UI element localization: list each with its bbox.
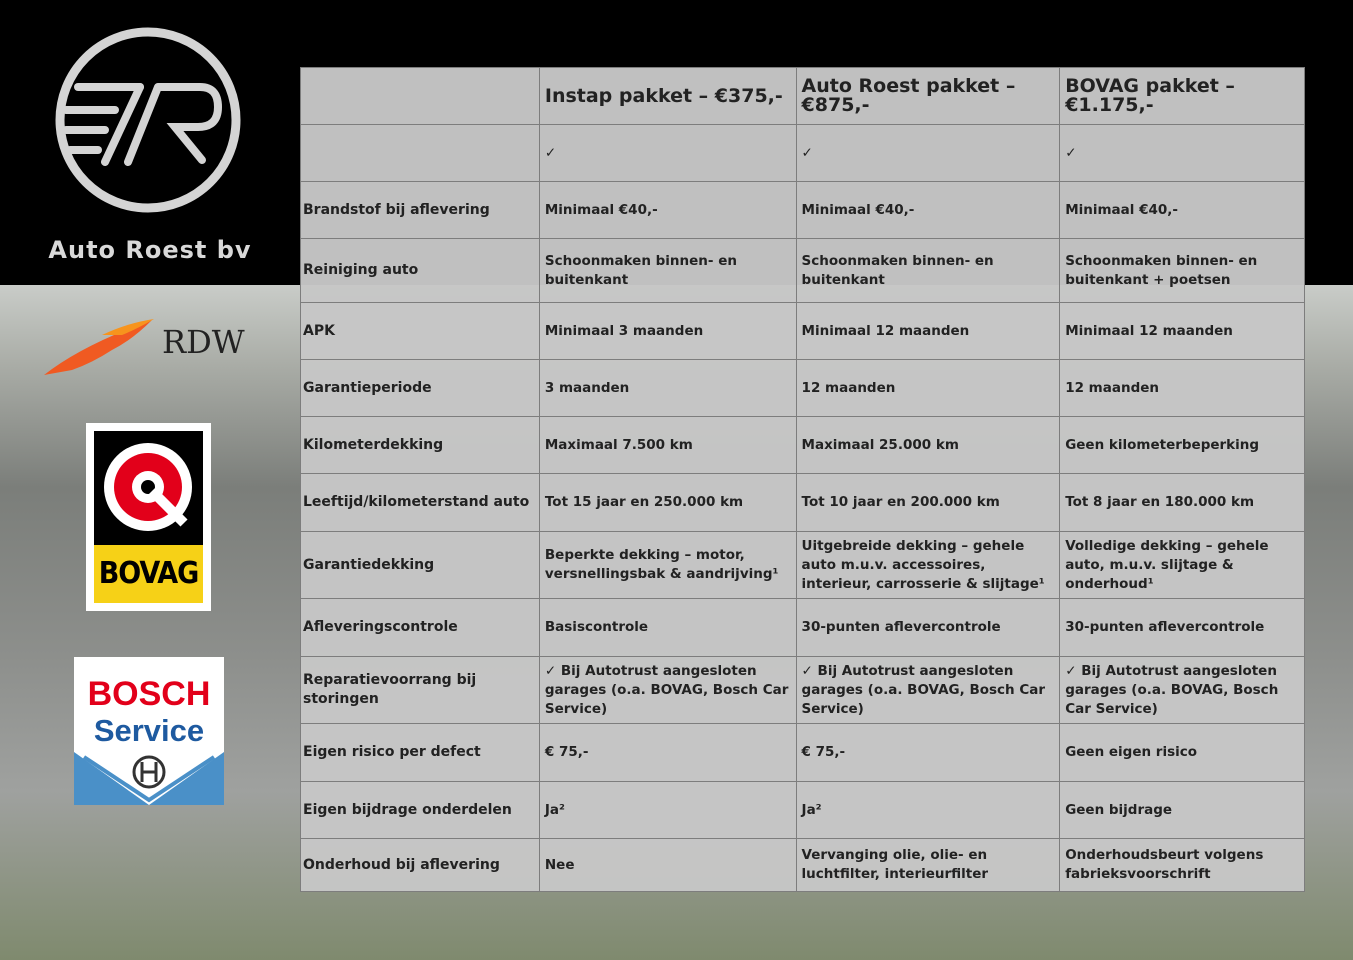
cell-value: Nee [538, 838, 797, 892]
cell-value: Basiscontrole [538, 598, 797, 657]
table-row: Onderhoud bij aflevering Nee Vervanging ol… [300, 838, 1305, 892]
cell-value: ✓ [795, 124, 1061, 182]
table-row: Reparatievoorrang bij storingen ✓ Bij Aut… [300, 656, 1305, 724]
bosch-text: BOSCH [87, 675, 211, 713]
row-label: Reparatievoorrang bij storingen [300, 656, 540, 724]
row-label: APK [300, 302, 540, 360]
package-comparison-table: Instap pakket – €375,- Auto Roest pakket… [300, 67, 1305, 892]
bosch-shield-icon [74, 752, 224, 805]
table-row: Brandstof bij aflevering Minimaal €40,- Mi… [300, 181, 1305, 239]
cell-value: Tot 15 jaar en 250.000 km [538, 473, 797, 532]
row-label: Kilometerdekking [300, 416, 540, 474]
auto-roest-logo: Auto Roest bv [40, 22, 260, 272]
row-label: Afleveringscontrole [300, 598, 540, 657]
rdw-logo: RDW [42, 315, 257, 380]
cell-value: Minimaal 12 maanden [795, 302, 1061, 360]
table-row: Eigen bijdrage onderdelen Ja² Ja² Geen bijd… [300, 781, 1305, 839]
table-row: APK Minimaal 3 maanden Minimaal 12 maanden… [300, 302, 1305, 360]
ar-circle-logo-icon [55, 27, 241, 213]
table-row: ✓ ✓ ✓ [300, 124, 1305, 182]
cell-value: Maximaal 7.500 km [538, 416, 797, 474]
row-label: Eigen risico per defect [300, 723, 540, 782]
cell-value: ✓ Bij Autotrust aangesloten garages (o.a… [795, 656, 1061, 724]
rdw-text: RDW [162, 323, 245, 361]
cell-value: Ja² [795, 781, 1061, 839]
cell-value: Uitgebreide dekking – gehele auto m.u.v.… [795, 531, 1061, 599]
cell-value: 30-punten aflevercontrole [795, 598, 1061, 657]
header-bovag: BOVAG pakket – €1.175,- [1059, 67, 1305, 125]
cell-value: Schoonmaken binnen- en buitenkant [538, 238, 797, 303]
cell-value: Minimaal €40,- [1059, 181, 1305, 239]
cell-value: € 75,- [538, 723, 797, 782]
rdw-wing-icon [44, 319, 154, 375]
cell-value: Minimaal €40,- [538, 181, 797, 239]
bovag-text: BOVAG [94, 545, 203, 603]
cell-value: Volledige dekking – gehele auto, m.u.v. … [1059, 531, 1305, 599]
cell-value: ✓ Bij Autotrust aangesloten garages (o.a… [1059, 656, 1305, 724]
service-text: Service [93, 713, 205, 748]
bovag-logo: BOVAG [86, 423, 211, 611]
bovag-emblem-icon [104, 443, 192, 531]
cell-value: Schoonmaken binnen- en buitenkant [795, 238, 1061, 303]
table-row: Kilometerdekking Maximaal 7.500 km Maximaa… [300, 416, 1305, 474]
cell-value: 3 maanden [538, 359, 797, 417]
row-label: Onderhoud bij aflevering [300, 838, 540, 892]
row-label: Garantiedekking [300, 531, 540, 599]
cell-value: Minimaal €40,- [795, 181, 1061, 239]
cell-value: Minimaal 12 maanden [1059, 302, 1305, 360]
cell-value: € 75,- [795, 723, 1061, 782]
table-row: Afleveringscontrole Basiscontrole 30-punte… [300, 598, 1305, 657]
cell-value: Geen kilometerbeperking [1059, 416, 1305, 474]
cell-value: Vervanging olie, olie- en luchtfilter, i… [795, 838, 1061, 892]
cell-value: 12 maanden [795, 359, 1061, 417]
cell-value: Geen bijdrage [1059, 781, 1305, 839]
brand-name: Auto Roest bv [48, 236, 252, 264]
cell-value: Tot 10 jaar en 200.000 km [795, 473, 1061, 532]
row-label: Garantieperiode [300, 359, 540, 417]
cell-value: Tot 8 jaar en 180.000 km [1059, 473, 1305, 532]
cell-value: Onderhoudsbeurt volgens fabrieksvoorschr… [1059, 838, 1305, 892]
cell-value: Geen eigen risico [1059, 723, 1305, 782]
table-row: Garantiedekking Beperkte dekking – motor,… [300, 531, 1305, 599]
cell-value: Schoonmaken binnen- en buitenkant + poet… [1059, 238, 1305, 303]
header-auto-roest: Auto Roest pakket – €875,- [795, 67, 1061, 125]
bosch-service-logo: BOSCH Service [74, 657, 224, 805]
cell-value: Maximaal 25.000 km [795, 416, 1061, 474]
table-row: Reiniging auto Schoonmaken binnen- en bui… [300, 238, 1305, 303]
table-header-row: Instap pakket – €375,- Auto Roest pakket… [300, 67, 1305, 125]
cell-value: ✓ [1059, 124, 1305, 182]
row-label: Reiniging auto [300, 238, 540, 303]
cell-value: Ja² [538, 781, 797, 839]
cell-value: Beperkte dekking – motor, versnellingsba… [538, 531, 797, 599]
row-label [300, 124, 540, 182]
cell-value: 12 maanden [1059, 359, 1305, 417]
row-label: Eigen bijdrage onderdelen [300, 781, 540, 839]
row-label: Leeftijd/kilometerstand auto [300, 473, 540, 532]
row-label: Brandstof bij aflevering [300, 181, 540, 239]
cell-value: 30-punten aflevercontrole [1059, 598, 1305, 657]
cell-value: Minimaal 3 maanden [538, 302, 797, 360]
cell-value: ✓ Bij Autotrust aangesloten garages (o.a… [538, 656, 797, 724]
table-row: Eigen risico per defect € 75,- € 75,- Geen … [300, 723, 1305, 782]
table-row: Garantieperiode 3 maanden 12 maanden 12 maa… [300, 359, 1305, 417]
header-instap: Instap pakket – €375,- [538, 67, 797, 125]
cell-value: ✓ [538, 124, 797, 182]
table-row: Leeftijd/kilometerstand auto Tot 15 jaar … [300, 473, 1305, 532]
header-cell [300, 67, 540, 125]
